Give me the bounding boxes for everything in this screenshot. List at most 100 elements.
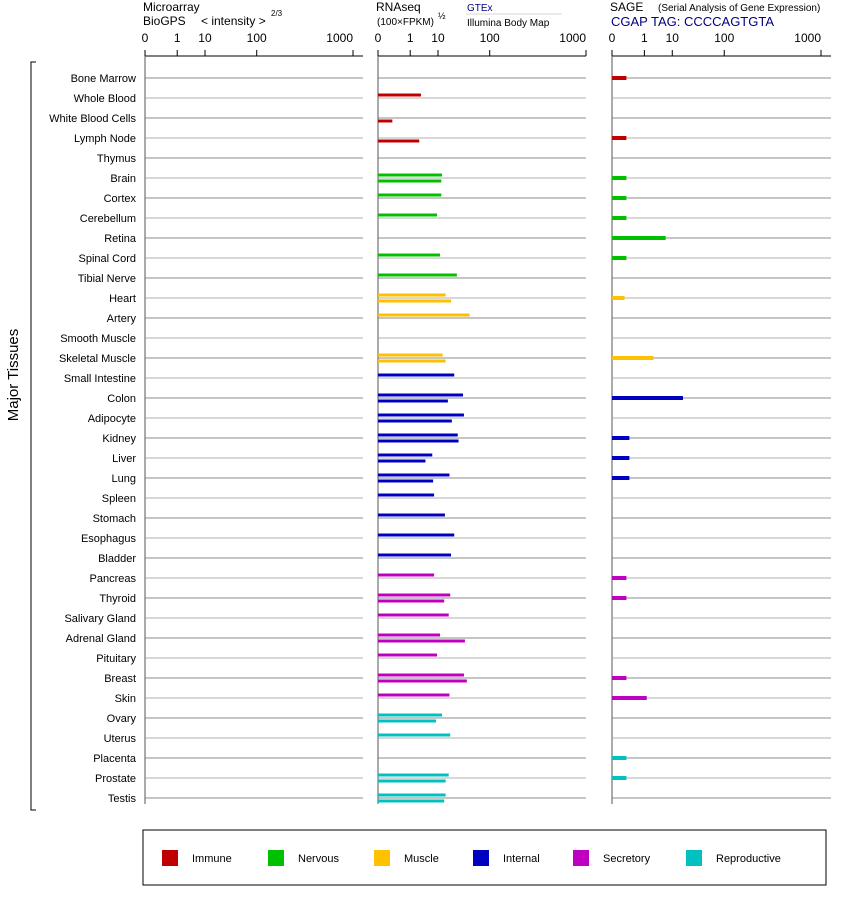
legend-swatch bbox=[374, 850, 390, 866]
legend-swatch bbox=[473, 850, 489, 866]
legend-swatch bbox=[686, 850, 702, 866]
row-label: Testis bbox=[108, 793, 137, 805]
row-label: Esophagus bbox=[81, 533, 137, 545]
bar bbox=[378, 173, 442, 177]
row-label: Stomach bbox=[93, 513, 136, 525]
legend-label: Immune bbox=[192, 853, 232, 865]
bar bbox=[612, 236, 666, 240]
bar bbox=[612, 456, 630, 460]
bar bbox=[378, 213, 437, 217]
legend-label: Reproductive bbox=[716, 853, 781, 865]
bar bbox=[378, 453, 433, 457]
row-label: Tibial Nerve bbox=[78, 273, 136, 285]
bar bbox=[378, 293, 446, 297]
row-label: Smooth Muscle bbox=[60, 333, 136, 345]
bar bbox=[612, 596, 627, 600]
panel-title: Microarray bbox=[143, 0, 200, 14]
bar bbox=[612, 776, 627, 780]
bar bbox=[378, 799, 445, 803]
legend-label: GTEx bbox=[467, 3, 493, 14]
bar bbox=[378, 733, 451, 737]
legend-label: Secretory bbox=[603, 853, 651, 865]
legend-label: Muscle bbox=[404, 853, 439, 865]
row-label: Prostate bbox=[95, 773, 136, 785]
bar bbox=[378, 139, 420, 143]
bar bbox=[612, 576, 627, 580]
bar bbox=[378, 479, 434, 483]
row-label: Spleen bbox=[102, 493, 136, 505]
row-label: White Blood Cells bbox=[49, 113, 136, 125]
row-label: Spinal Cord bbox=[79, 253, 136, 265]
row-label: Colon bbox=[107, 393, 136, 405]
row-label: Breast bbox=[104, 673, 136, 685]
bar bbox=[612, 176, 627, 180]
bar bbox=[378, 119, 393, 123]
row-label: Pituitary bbox=[96, 653, 136, 665]
bar bbox=[378, 313, 470, 317]
x-tick-label: 100 bbox=[480, 31, 500, 45]
row-label: Kidney bbox=[102, 433, 136, 445]
bar bbox=[378, 433, 458, 437]
bar bbox=[612, 136, 627, 140]
row-label: Whole Blood bbox=[74, 93, 136, 105]
x-tick-label: 1 bbox=[407, 31, 414, 45]
bar bbox=[378, 633, 441, 637]
bar bbox=[378, 573, 435, 577]
bar bbox=[378, 793, 446, 797]
legend-label: Illumina Body Map bbox=[467, 18, 550, 29]
legend-box bbox=[142, 829, 827, 886]
x-tick-label: 1000 bbox=[559, 31, 586, 45]
bar bbox=[378, 439, 459, 443]
row-label: Thyroid bbox=[99, 593, 136, 605]
panel-subtitle: BioGPS bbox=[143, 14, 186, 28]
bar bbox=[612, 76, 627, 80]
x-tick-label: 100 bbox=[714, 31, 734, 45]
bar bbox=[378, 493, 435, 497]
bar bbox=[378, 653, 437, 657]
x-tick-label: 1000 bbox=[326, 31, 353, 45]
bar bbox=[612, 256, 627, 260]
bar bbox=[378, 299, 452, 303]
bar bbox=[378, 779, 446, 783]
row-label: Uterus bbox=[104, 733, 137, 745]
bar bbox=[378, 773, 449, 777]
bar bbox=[378, 273, 457, 277]
legend-swatch bbox=[268, 850, 284, 866]
bar bbox=[378, 193, 442, 197]
row-label: Liver bbox=[112, 453, 136, 465]
row-label: Brain bbox=[110, 173, 136, 185]
bar bbox=[378, 413, 464, 417]
row-label: Ovary bbox=[107, 713, 137, 725]
axis-label: (100×FPKM) bbox=[377, 17, 434, 28]
panel-title: SAGE bbox=[610, 0, 643, 14]
x-tick-label: 1 bbox=[174, 31, 181, 45]
legend-swatch bbox=[162, 850, 178, 866]
row-label: Small Intestine bbox=[64, 373, 136, 385]
row-label: Salivary Gland bbox=[64, 613, 136, 625]
bar bbox=[378, 673, 464, 677]
legend-swatch bbox=[573, 850, 589, 866]
x-tick-label: 10 bbox=[431, 31, 445, 45]
row-label: Heart bbox=[109, 293, 136, 305]
x-tick-label: 1000 bbox=[794, 31, 821, 45]
x-tick-label: 0 bbox=[142, 31, 149, 45]
bar bbox=[378, 419, 452, 423]
bar bbox=[378, 373, 455, 377]
legend-label: Internal bbox=[503, 853, 540, 865]
bar bbox=[612, 756, 627, 760]
row-label: Retina bbox=[104, 233, 137, 245]
row-label: Artery bbox=[107, 313, 137, 325]
bar bbox=[612, 356, 654, 360]
panel-title: RNAseq bbox=[376, 0, 421, 14]
bar bbox=[378, 713, 442, 717]
bar bbox=[378, 639, 465, 643]
bar bbox=[612, 396, 683, 400]
bar bbox=[612, 196, 627, 200]
bar bbox=[378, 399, 448, 403]
sage-tag: CGAP TAG: CCCCAGTGTA bbox=[611, 14, 774, 29]
bracket bbox=[30, 61, 36, 811]
bar bbox=[378, 459, 426, 463]
bar bbox=[378, 359, 446, 363]
bar bbox=[612, 476, 630, 480]
x-tick-label: 0 bbox=[375, 31, 382, 45]
